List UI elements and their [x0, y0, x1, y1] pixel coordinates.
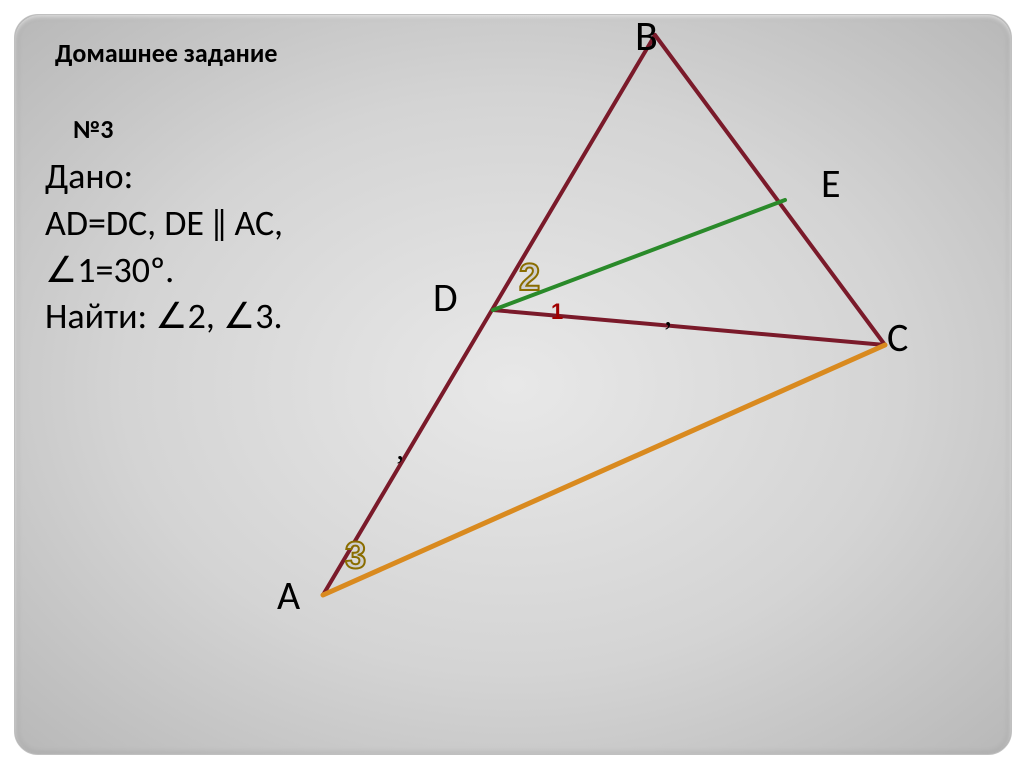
angle-label-3: 3 [345, 535, 366, 578]
slide-panel: Домашнее задание №3 Дано: AD=DC, DE ‖ AC… [14, 14, 1012, 755]
angle-label-1: 1 [551, 299, 563, 325]
segment-AB [323, 35, 655, 595]
vertex-label-B: B [635, 11, 658, 62]
segment-BC [655, 35, 885, 345]
vertex-label-E: E [821, 159, 841, 208]
vertex-label-D: D [433, 273, 458, 322]
angle-label-2: 2 [519, 257, 540, 300]
geometry-diagram [15, 15, 1011, 754]
vertex-label-C: C [887, 313, 908, 362]
vertex-label-A: A [277, 571, 300, 620]
segment-AC [323, 345, 885, 595]
tick-mark: ‚ [663, 299, 673, 333]
tick-mark: ‚ [395, 433, 405, 467]
